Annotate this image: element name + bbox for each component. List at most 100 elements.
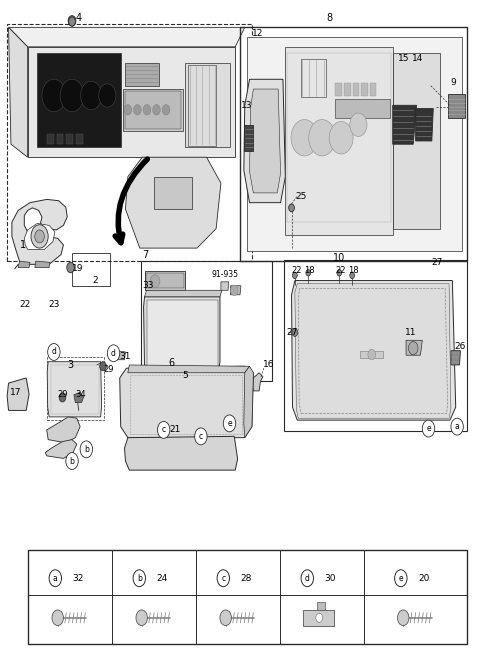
Text: 6: 6 (168, 358, 175, 368)
Polygon shape (406, 340, 422, 355)
Text: d: d (305, 574, 310, 583)
Circle shape (69, 17, 75, 26)
Circle shape (350, 272, 355, 278)
Polygon shape (37, 53, 120, 147)
Bar (336, 83, 342, 96)
Polygon shape (124, 91, 181, 129)
Text: 23: 23 (48, 300, 60, 309)
Circle shape (80, 441, 93, 458)
Polygon shape (244, 366, 253, 437)
Circle shape (397, 610, 409, 625)
Text: 17: 17 (10, 388, 22, 396)
Text: 2: 2 (92, 276, 98, 285)
Polygon shape (9, 27, 245, 47)
Polygon shape (146, 273, 184, 288)
Circle shape (133, 104, 141, 115)
Bar (361, 83, 368, 96)
Circle shape (31, 225, 48, 248)
Polygon shape (302, 610, 334, 625)
Bar (344, 83, 351, 96)
Text: 34: 34 (75, 390, 86, 398)
Circle shape (395, 570, 407, 587)
Text: 29: 29 (58, 390, 68, 398)
Polygon shape (144, 297, 220, 372)
Circle shape (195, 428, 207, 445)
Circle shape (309, 119, 336, 156)
Circle shape (301, 570, 313, 587)
Polygon shape (336, 98, 390, 118)
Circle shape (162, 104, 170, 115)
Polygon shape (9, 27, 28, 157)
Circle shape (150, 274, 160, 288)
Polygon shape (128, 365, 250, 373)
Circle shape (220, 610, 231, 625)
Polygon shape (185, 63, 230, 147)
Polygon shape (12, 200, 67, 264)
Polygon shape (416, 108, 433, 141)
Circle shape (136, 610, 147, 625)
Text: 22: 22 (291, 266, 302, 275)
Text: e: e (426, 424, 431, 433)
Text: d: d (111, 349, 116, 358)
Polygon shape (18, 261, 30, 267)
Text: 4: 4 (75, 12, 82, 23)
Text: 32: 32 (72, 574, 84, 583)
Circle shape (81, 82, 102, 110)
Polygon shape (47, 417, 80, 443)
Text: 8: 8 (326, 12, 332, 23)
Text: 11: 11 (405, 328, 416, 337)
Bar (141, 261, 273, 381)
Text: 25: 25 (295, 192, 306, 201)
Polygon shape (35, 261, 50, 267)
Text: 21: 21 (169, 425, 181, 434)
Polygon shape (120, 366, 253, 437)
Polygon shape (393, 53, 441, 229)
Text: 5: 5 (183, 372, 189, 381)
Polygon shape (451, 351, 460, 365)
Circle shape (408, 342, 418, 355)
Circle shape (100, 362, 107, 371)
Text: 29: 29 (103, 365, 114, 374)
Text: 13: 13 (241, 101, 253, 110)
Bar (47, 134, 54, 144)
Polygon shape (244, 125, 253, 151)
Text: 27: 27 (287, 328, 298, 337)
Circle shape (288, 204, 294, 212)
Polygon shape (147, 300, 217, 370)
Polygon shape (47, 362, 102, 417)
Polygon shape (125, 157, 221, 248)
Text: 31: 31 (120, 352, 131, 361)
Circle shape (451, 418, 463, 435)
Circle shape (49, 570, 61, 587)
Polygon shape (244, 80, 285, 203)
Circle shape (99, 84, 116, 107)
Text: c: c (162, 425, 166, 434)
Circle shape (52, 610, 63, 625)
Bar (353, 83, 360, 96)
Bar (28, 550, 467, 644)
Circle shape (42, 80, 66, 111)
Text: 14: 14 (412, 54, 423, 63)
Polygon shape (45, 439, 77, 458)
Circle shape (337, 269, 342, 276)
Circle shape (350, 113, 367, 136)
Circle shape (316, 614, 323, 622)
Text: e: e (398, 574, 403, 583)
Circle shape (306, 269, 311, 276)
Text: 19: 19 (72, 264, 84, 273)
Polygon shape (24, 224, 55, 250)
Text: 27: 27 (431, 258, 442, 267)
Bar (72, 253, 110, 286)
Polygon shape (28, 47, 235, 157)
Text: b: b (84, 445, 89, 454)
Polygon shape (154, 177, 192, 209)
Polygon shape (74, 393, 84, 402)
Text: e: e (227, 419, 232, 428)
Polygon shape (295, 284, 451, 418)
Polygon shape (112, 351, 125, 360)
Text: c: c (199, 432, 203, 441)
Text: 15: 15 (397, 54, 409, 63)
Polygon shape (317, 602, 325, 610)
Circle shape (124, 104, 132, 115)
Polygon shape (7, 378, 29, 410)
